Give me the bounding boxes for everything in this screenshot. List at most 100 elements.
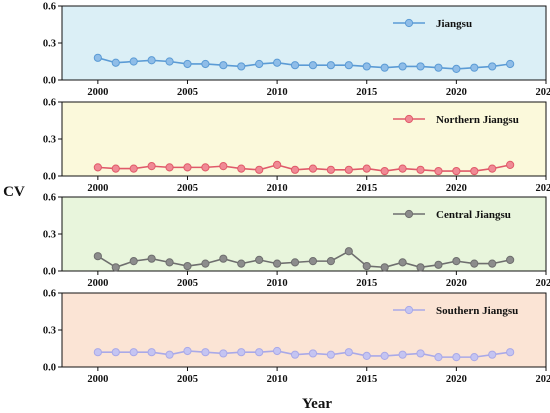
data-point bbox=[290, 61, 300, 70]
data-point bbox=[506, 348, 515, 357]
y-tick-label: 0.3 bbox=[43, 135, 56, 146]
x-tick-label: 2015 bbox=[356, 183, 377, 194]
y-tick-label: 0.0 bbox=[43, 172, 56, 183]
data-point bbox=[237, 259, 246, 268]
legend-label: Southern Jiangsu bbox=[436, 305, 518, 317]
x-tick-label: 2005 bbox=[177, 183, 198, 194]
data-point bbox=[290, 258, 300, 267]
data-point bbox=[344, 348, 353, 357]
data-point bbox=[93, 348, 102, 357]
data-point bbox=[237, 62, 246, 71]
data-point bbox=[183, 261, 192, 271]
y-axis-title: CV bbox=[3, 184, 25, 200]
data-point bbox=[183, 346, 192, 356]
panel-background bbox=[61, 101, 547, 177]
data-point bbox=[506, 255, 515, 264]
data-point bbox=[273, 346, 282, 356]
data-point bbox=[434, 353, 443, 362]
legend-marker bbox=[404, 114, 414, 124]
x-tick-label: 2015 bbox=[356, 87, 377, 98]
data-point bbox=[201, 348, 210, 357]
data-point bbox=[506, 160, 515, 169]
data-point bbox=[380, 351, 389, 360]
data-point bbox=[434, 260, 443, 269]
data-point bbox=[273, 259, 282, 268]
panel-1: 0.0 0.3 0.6 2000 2005 2010 2015 2020 2025 Jiangsu bbox=[43, 2, 550, 99]
data-point bbox=[452, 64, 461, 74]
data-point bbox=[255, 59, 264, 69]
data-point bbox=[452, 353, 461, 362]
data-point bbox=[201, 59, 210, 69]
x-tick-label: 2010 bbox=[267, 87, 288, 98]
x-tick-label: 2010 bbox=[267, 374, 288, 385]
data-point bbox=[416, 165, 425, 174]
data-point bbox=[344, 247, 353, 256]
data-point bbox=[470, 166, 479, 176]
data-point bbox=[290, 165, 300, 174]
legend-marker bbox=[404, 209, 414, 219]
data-point bbox=[470, 63, 479, 72]
x-tick-label: 2020 bbox=[446, 183, 467, 194]
data-point bbox=[308, 349, 318, 358]
legend-marker bbox=[404, 18, 414, 28]
data-point bbox=[506, 59, 515, 69]
data-point bbox=[255, 255, 264, 264]
data-point bbox=[111, 348, 120, 357]
legend-marker bbox=[404, 305, 414, 315]
data-point bbox=[237, 164, 246, 173]
data-point bbox=[416, 263, 425, 272]
data-point bbox=[488, 164, 497, 173]
data-point bbox=[452, 257, 461, 266]
legend-label: Jiangsu bbox=[436, 18, 472, 30]
data-point bbox=[488, 350, 497, 359]
x-tick-label: 2000 bbox=[87, 87, 108, 98]
data-point bbox=[165, 258, 174, 267]
legend-label: Northern Jiangsu bbox=[436, 114, 519, 126]
x-tick-label: 2000 bbox=[87, 278, 108, 289]
data-point bbox=[488, 62, 497, 71]
data-point bbox=[380, 263, 389, 272]
x-tick-label: 2005 bbox=[177, 87, 198, 98]
data-point bbox=[255, 165, 264, 174]
data-point bbox=[93, 163, 102, 172]
x-axis-title: Year bbox=[302, 396, 332, 412]
data-point bbox=[380, 166, 389, 176]
data-point bbox=[452, 166, 461, 176]
y-tick-label: 0.0 bbox=[43, 267, 56, 278]
x-tick-label: 2015 bbox=[356, 374, 377, 385]
x-tick-label: 2010 bbox=[267, 278, 288, 289]
panel-4: 0.0 0.3 0.6 2000 2005 2010 2015 2020 2025 Souther… bbox=[43, 289, 550, 386]
data-point bbox=[326, 61, 335, 70]
y-tick-label: 0.6 bbox=[43, 98, 56, 109]
x-tick-label: 2020 bbox=[446, 278, 467, 289]
y-tick-label: 0.3 bbox=[43, 326, 56, 337]
y-tick-label: 0.6 bbox=[43, 193, 56, 204]
data-point bbox=[93, 252, 102, 261]
x-tick-label: 2020 bbox=[446, 374, 467, 385]
data-point bbox=[362, 351, 371, 360]
data-point bbox=[147, 254, 156, 263]
data-point bbox=[273, 160, 282, 169]
data-point bbox=[398, 258, 407, 267]
x-tick-label: 2025 bbox=[536, 183, 550, 194]
data-point bbox=[147, 56, 156, 65]
data-point bbox=[308, 257, 318, 266]
data-point bbox=[273, 58, 282, 67]
data-point bbox=[344, 165, 353, 174]
data-point bbox=[255, 348, 264, 357]
x-tick-label: 2025 bbox=[536, 374, 550, 385]
data-point bbox=[111, 58, 120, 67]
data-point bbox=[362, 164, 371, 173]
data-point bbox=[380, 63, 389, 72]
y-tick-label: 0.6 bbox=[43, 2, 56, 13]
data-point bbox=[416, 349, 425, 358]
data-point bbox=[326, 165, 335, 174]
x-tick-label: 2020 bbox=[446, 87, 467, 98]
y-tick-label: 0.6 bbox=[43, 289, 56, 300]
data-point bbox=[290, 350, 300, 359]
legend-label: Central Jiangsu bbox=[436, 209, 511, 221]
chart-panels: 0.0 0.3 0.6 2000 2005 2010 2015 2020 2025 Jiangsu… bbox=[43, 2, 550, 386]
data-point bbox=[488, 259, 497, 268]
data-point bbox=[219, 162, 228, 171]
data-point bbox=[183, 59, 192, 69]
